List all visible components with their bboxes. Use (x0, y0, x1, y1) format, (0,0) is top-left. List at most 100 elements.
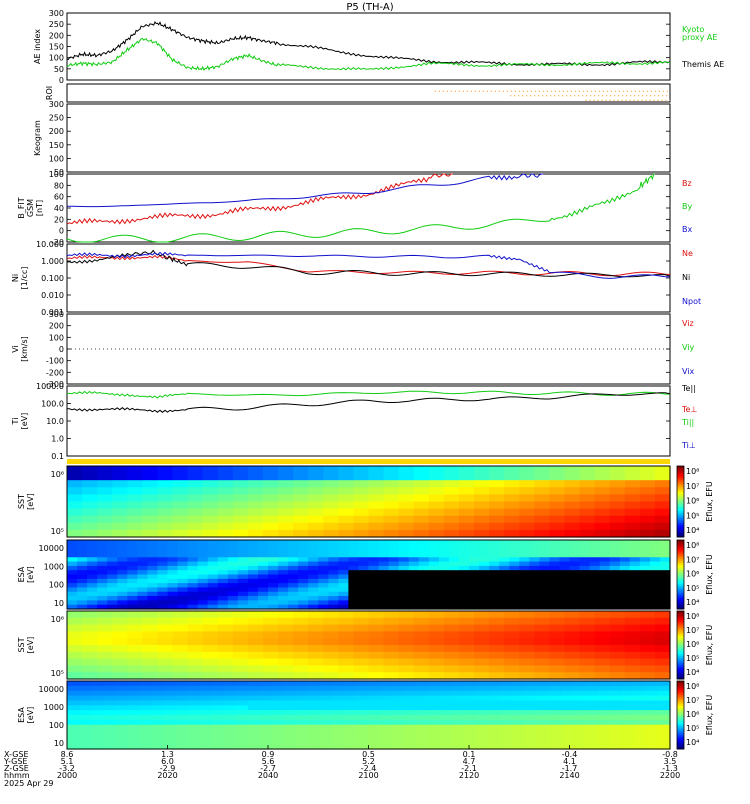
esa_ion-cell (448, 565, 460, 571)
esa_ion-cell (418, 583, 430, 589)
sst_elec-cell (413, 658, 430, 666)
esa_elec-cell (633, 729, 647, 736)
esa_elec-cell (163, 719, 177, 726)
esa_elec-cell (235, 681, 249, 687)
esa_ion-cell (388, 561, 400, 567)
sst_elec-cell (594, 658, 611, 666)
esa_ion-cell (67, 552, 78, 558)
sst_ion-cell (338, 515, 355, 524)
sst_ion-cell (489, 487, 505, 495)
esa_ion-cell (378, 604, 390, 610)
sst_elec-cell (458, 651, 475, 660)
sst_ion-cell (172, 466, 189, 474)
esa_elec-cell (404, 681, 418, 687)
temperature-panel-frame (66, 385, 671, 457)
esa_ion-cell (358, 578, 370, 584)
sst_ion-cell (97, 529, 113, 538)
esa_ion-cell (609, 578, 621, 584)
sst_ion-cell (504, 529, 520, 538)
esa_ion-cell (348, 596, 360, 601)
sst_ion-ytick: 10⁶ (51, 470, 64, 479)
sst_ion-cell (398, 508, 415, 517)
sst_ion-cell (262, 487, 279, 495)
esa_ion-cell (428, 552, 440, 558)
sst_ion-cell (127, 529, 143, 538)
esa_ion-cell (328, 552, 339, 558)
sst_elec-cell (278, 665, 294, 673)
esa_elec-cell (308, 744, 321, 750)
esa_elec-cell (344, 705, 358, 711)
roi-panel-frame (66, 83, 671, 103)
esa_elec-cell (525, 690, 538, 697)
sst_ion-cell (428, 501, 445, 510)
sst_ion-cell (413, 501, 430, 510)
esa_ion-cell (97, 540, 108, 545)
sst_elec-cell (428, 651, 445, 660)
sst_ion-cell (368, 494, 385, 503)
esa_ion-cell (237, 570, 249, 576)
sst_elec-cell (97, 645, 113, 653)
esa_ion-cell (257, 587, 269, 593)
esa_ion-cell (107, 552, 118, 558)
sst_ion-cell (187, 487, 204, 495)
esa_elec-cell (211, 739, 225, 745)
esa_ion-cell (147, 557, 159, 563)
esa_ion-cell (639, 578, 651, 584)
esa_elec-cell (368, 710, 382, 716)
esa_ion-cell (358, 591, 370, 597)
esa_ion-cell (479, 540, 490, 545)
sst_elec-cell (609, 651, 626, 660)
sst_ion-colorbar-tick: 10⁴ (686, 526, 699, 535)
sst_ion-cell (247, 473, 264, 481)
esa_ion-cell (278, 548, 289, 554)
esa_ion-cell (167, 578, 179, 584)
esa_ion-cell (499, 574, 510, 580)
esa_ion-cell (529, 561, 540, 567)
sst_elec-cell (564, 631, 581, 639)
esa_ion-cell (67, 578, 78, 584)
sst_elec-cell (564, 672, 581, 680)
esa_elec-cell (501, 744, 514, 750)
esa_ion-cell (167, 587, 179, 593)
esa_elec-cell (103, 690, 116, 697)
esa_elec-cell (501, 690, 514, 697)
esa_ion-cell (659, 552, 671, 558)
esa_ion-cell (147, 540, 159, 545)
esa_ion-cell (589, 600, 601, 606)
sst_ion-cell (654, 522, 671, 531)
esa_ion-cell (378, 570, 390, 576)
esa_elec-cell (452, 695, 466, 702)
sst_elec-cell (202, 617, 219, 626)
esa_elec-cell (380, 681, 394, 687)
esa_ion-cell (458, 540, 470, 545)
ae-ytick: 250 (49, 20, 64, 29)
esa_ion-cell (67, 561, 78, 567)
esa_elec-cell (115, 729, 128, 736)
esa_elec-cell (392, 729, 406, 736)
sst_elec-cell (67, 617, 83, 626)
esa_elec-cell (187, 695, 201, 702)
esa_ion-cell (147, 561, 159, 567)
esa_elec-cell (597, 739, 611, 745)
esa_ion-cell (328, 548, 339, 554)
sst_ion-cell (519, 487, 535, 495)
esa_elec-cell (428, 724, 442, 731)
esa_elec-cell (428, 705, 442, 711)
esa_elec-cell (404, 685, 418, 692)
sst_elec-colorbar-tick: 10⁷ (686, 626, 699, 635)
esa_elec-cell (561, 729, 575, 736)
sst_ion-cell (172, 473, 189, 481)
sst_elec-cell (142, 624, 159, 632)
sst_elec-cell (413, 631, 430, 639)
esa_elec-cell (79, 719, 92, 726)
esa_elec-cell (368, 729, 382, 736)
sst_ion-cell (549, 522, 566, 531)
esa_elec-cell (501, 685, 514, 692)
xaxis-row-label-4: 2025 Apr 29 (4, 779, 53, 788)
sst_elec-cell (443, 624, 460, 632)
esa_ion-cell (308, 557, 319, 563)
esa_elec-cell (537, 710, 550, 716)
esa_elec-cell (513, 724, 526, 731)
esa_elec-cell (151, 739, 165, 745)
esa_elec-cell (501, 705, 514, 711)
